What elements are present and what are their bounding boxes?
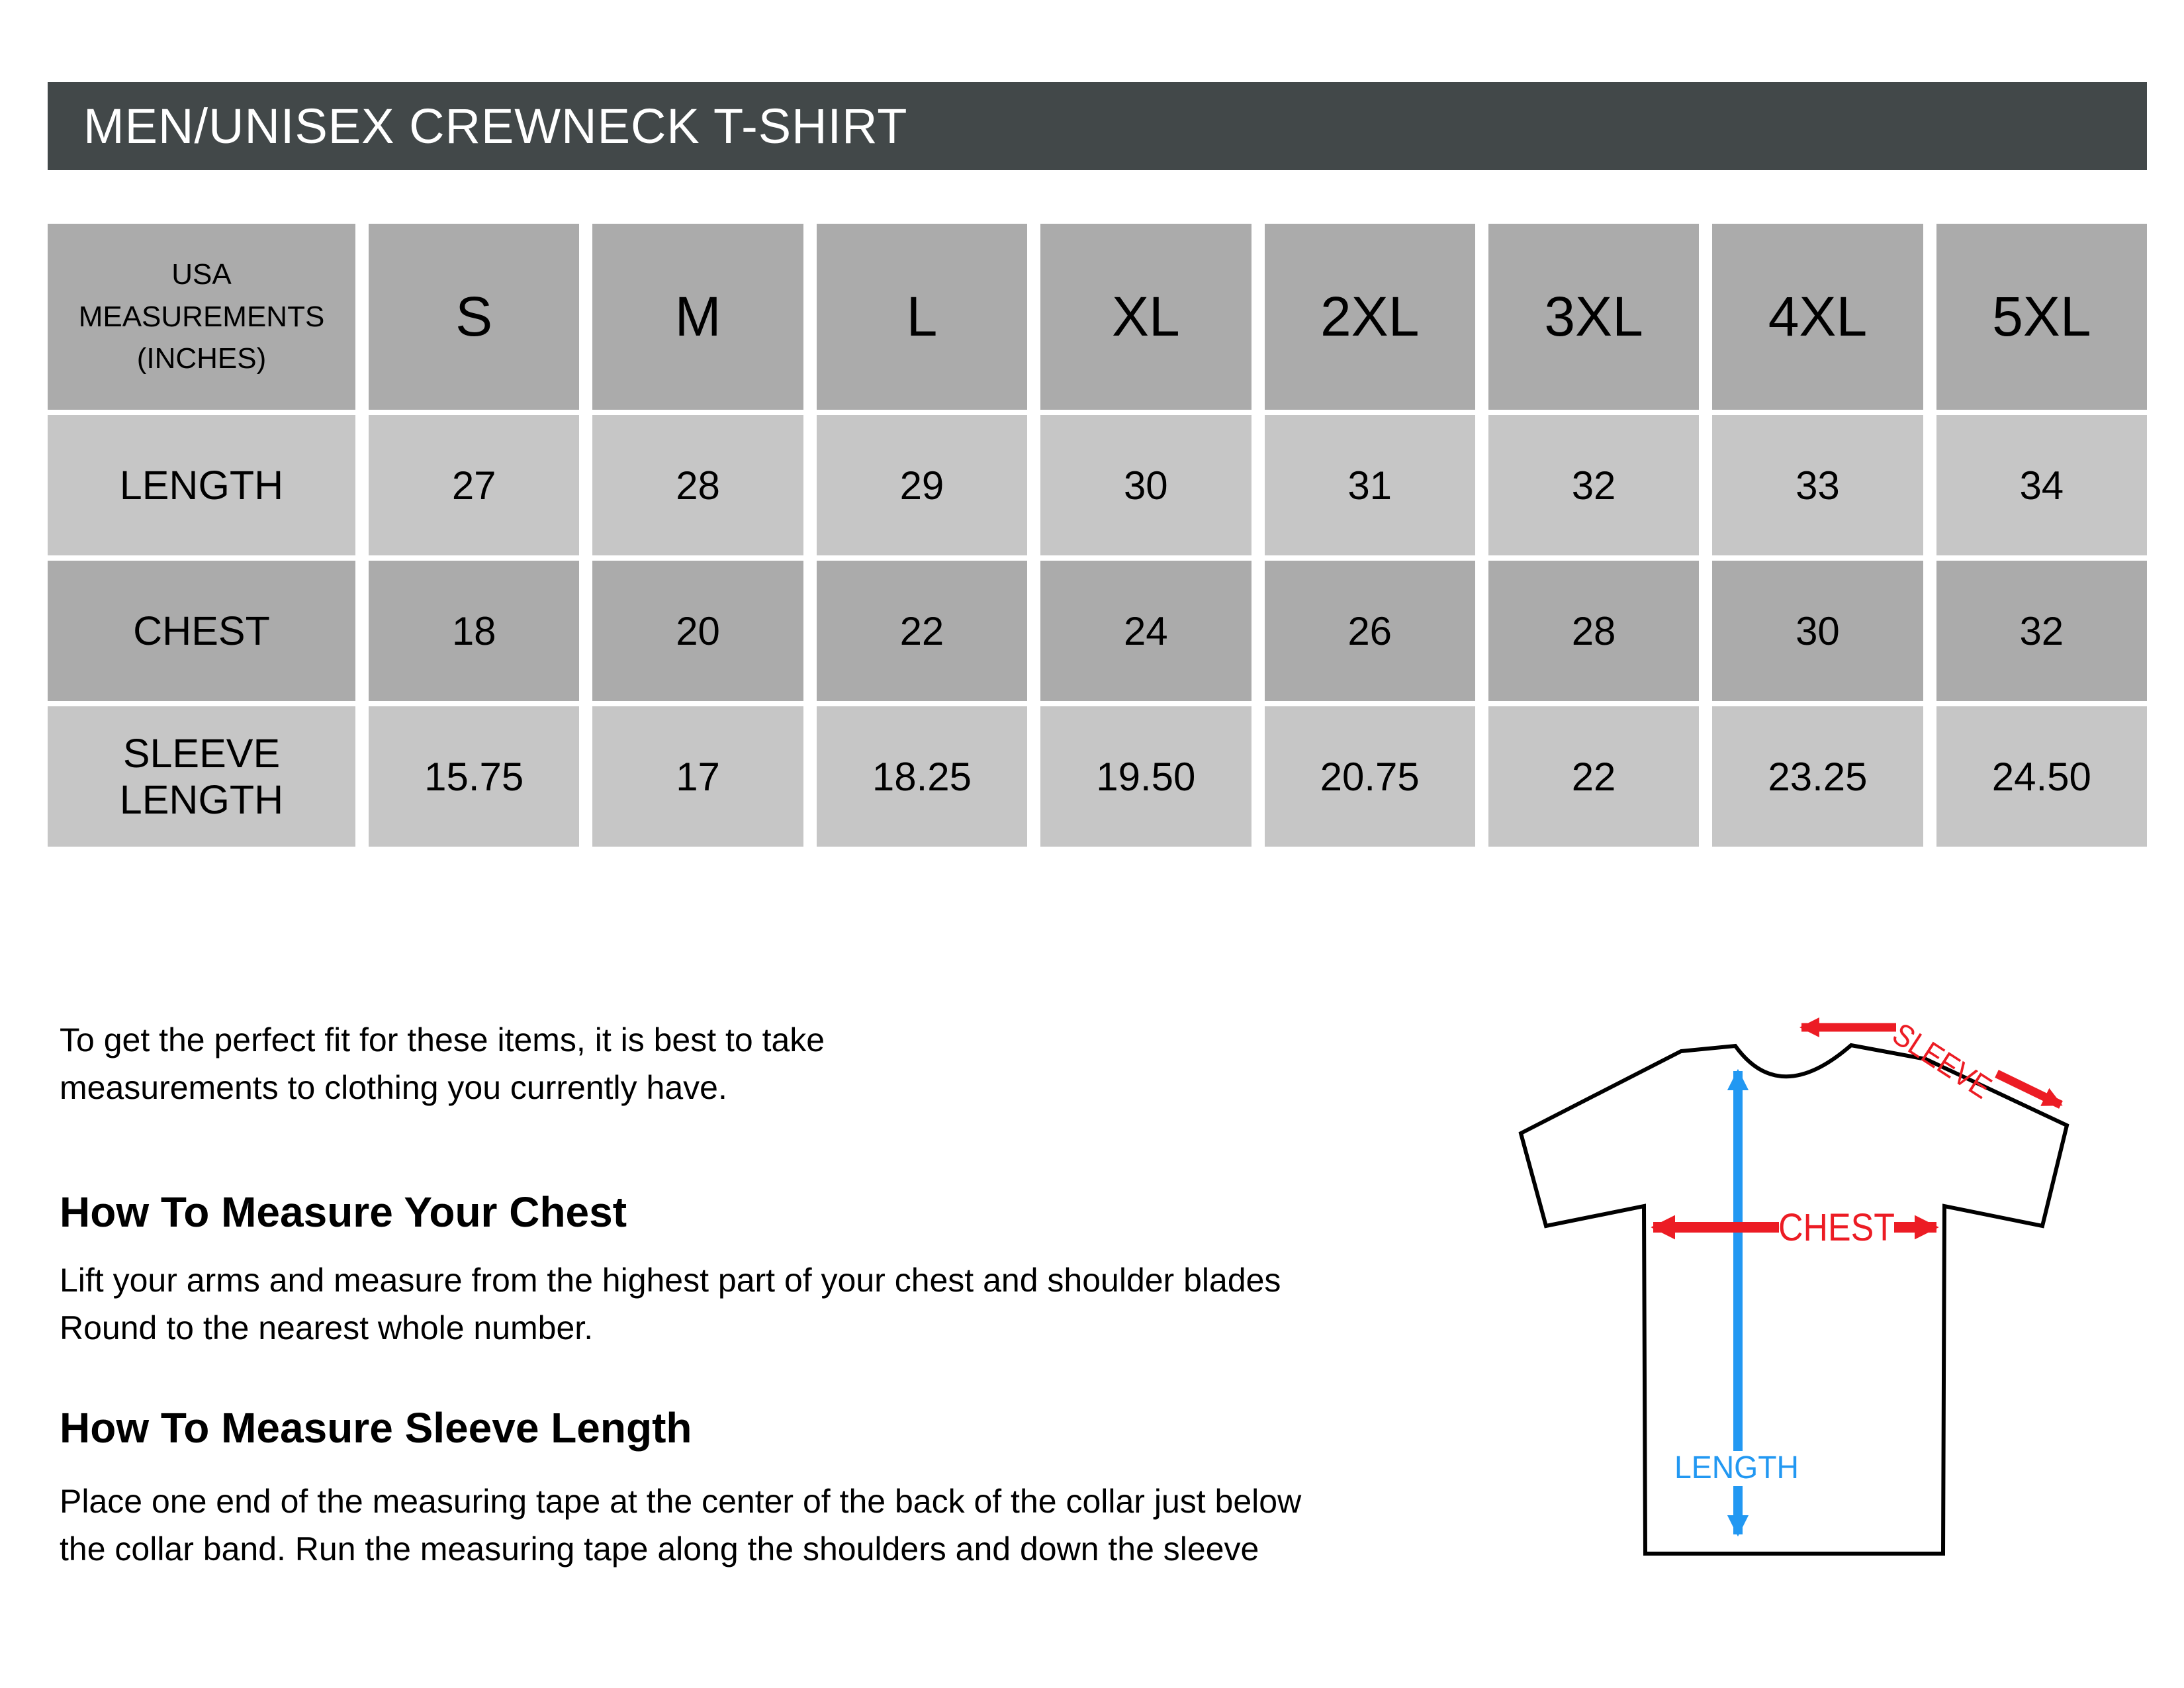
column-header-xl: XL xyxy=(1040,224,1251,410)
length-value-2xl: 31 xyxy=(1264,415,1475,555)
tshirt-measurement-diagram: LENGTH CHEST SLEEVE xyxy=(1518,1017,2070,1556)
sleeve-value-l: 18.25 xyxy=(816,706,1028,847)
sleeve-value-m: 17 xyxy=(592,706,803,847)
chest-value-xl: 24 xyxy=(1040,561,1251,701)
title-bar: MEN/UNISEX CREWNECK T-SHIRT xyxy=(48,82,2147,170)
chest-value-5xl: 32 xyxy=(1936,561,2147,701)
column-header-l: L xyxy=(816,224,1028,410)
paragraph-measure-sleeve: Place one end of the measuring tape at t… xyxy=(60,1477,1608,1573)
page-title: MEN/UNISEX CREWNECK T-SHIRT xyxy=(83,99,908,154)
column-header-5xl: 5XL xyxy=(1936,224,2147,410)
row-label-length: LENGTH xyxy=(48,415,355,555)
sleeve-value-s: 15.75 xyxy=(369,706,580,847)
column-header-s: S xyxy=(369,224,580,410)
chest-value-s: 18 xyxy=(369,561,580,701)
sleeve-arrow xyxy=(1799,1017,2063,1109)
size-chart-table: USA MEASUREMENTS (INCHES) S M L XL 2XL 3… xyxy=(48,224,2147,847)
measure-chest-line-1: Lift your arms and measure from the high… xyxy=(60,1262,1281,1299)
chest-value-3xl: 28 xyxy=(1488,561,1700,701)
sleeve-value-2xl: 20.75 xyxy=(1264,706,1475,847)
chest-value-m: 20 xyxy=(592,561,803,701)
sleeve-value-5xl: 24.50 xyxy=(1936,706,2147,847)
measure-chest-line-2: Round to the nearest whole number. xyxy=(60,1309,594,1346)
length-value-5xl: 34 xyxy=(1936,415,2147,555)
length-value-l: 29 xyxy=(816,415,1028,555)
chest-label: CHEST xyxy=(1778,1206,1895,1249)
sleeve-value-4xl: 23.25 xyxy=(1712,706,1923,847)
sleeve-value-3xl: 22 xyxy=(1488,706,1700,847)
row-label-sleeve-length: SLEEVE LENGTH xyxy=(48,706,355,847)
row-label-chest: CHEST xyxy=(48,561,355,701)
chest-value-2xl: 26 xyxy=(1264,561,1475,701)
intro-line-1: To get the perfect fit for these items, … xyxy=(60,1021,825,1058)
column-header-2xl: 2XL xyxy=(1264,224,1475,410)
column-header-m: M xyxy=(592,224,803,410)
chest-value-4xl: 30 xyxy=(1712,561,1923,701)
sleeve-value-xl: 19.50 xyxy=(1040,706,1251,847)
length-label: LENGTH xyxy=(1674,1450,1799,1485)
tshirt-outline xyxy=(1518,1043,2070,1556)
intro-line-2: measurements to clothing you currently h… xyxy=(60,1069,727,1106)
length-value-3xl: 32 xyxy=(1488,415,1700,555)
heading-measure-sleeve: How To Measure Sleeve Length xyxy=(60,1404,692,1452)
chest-value-l: 22 xyxy=(816,561,1028,701)
measure-sleeve-line-2: the collar band. Run the measuring tape … xyxy=(60,1530,1259,1568)
measure-sleeve-line-1: Place one end of the measuring tape at t… xyxy=(60,1483,1302,1520)
column-header-4xl: 4XL xyxy=(1712,224,1923,410)
length-value-4xl: 33 xyxy=(1712,415,1923,555)
heading-measure-chest: How To Measure Your Chest xyxy=(60,1188,627,1236)
length-value-m: 28 xyxy=(592,415,803,555)
column-header-3xl: 3XL xyxy=(1488,224,1700,410)
length-value-s: 27 xyxy=(369,415,580,555)
intro-paragraph: To get the perfect fit for these items, … xyxy=(60,1016,1608,1111)
corner-header-cell: USA MEASUREMENTS (INCHES) xyxy=(48,224,355,410)
paragraph-measure-chest: Lift your arms and measure from the high… xyxy=(60,1256,1608,1352)
length-value-xl: 30 xyxy=(1040,415,1251,555)
